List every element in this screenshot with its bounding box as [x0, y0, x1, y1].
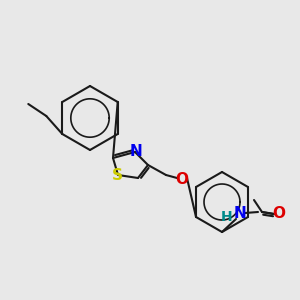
- Text: N: N: [234, 206, 246, 221]
- Text: S: S: [112, 169, 122, 184]
- Text: O: O: [176, 172, 188, 188]
- Text: O: O: [272, 206, 286, 221]
- Text: H: H: [221, 210, 233, 224]
- Text: N: N: [130, 143, 142, 158]
